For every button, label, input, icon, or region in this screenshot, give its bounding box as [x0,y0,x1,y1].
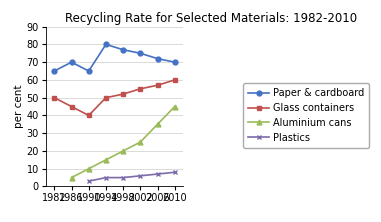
Line: Plastics: Plastics [86,170,177,184]
Paper & cardboard [155,57,160,60]
Glass containers [69,105,74,108]
Paper & cardboard [121,48,125,51]
Glass containers [138,87,142,90]
Line: Glass containers: Glass containers [52,77,177,118]
Aluminium cans [69,176,74,179]
Paper & cardboard [86,70,91,72]
Paper & cardboard [104,43,108,46]
Glass containers [104,96,108,99]
Plastics [104,176,108,179]
Aluminium cans [104,159,108,161]
Y-axis label: per cent: per cent [14,85,24,128]
Paper & cardboard [173,61,177,63]
Glass containers [121,93,125,95]
Aluminium cans [138,141,142,143]
Glass containers [155,84,160,87]
Paper & cardboard [138,52,142,55]
Plastics [155,173,160,175]
Aluminium cans [173,105,177,108]
Line: Paper & cardboard: Paper & cardboard [52,42,177,73]
Glass containers [52,96,57,99]
Plastics [138,174,142,177]
Aluminium cans [155,123,160,126]
Legend: Paper & cardboard, Glass containers, Aluminium cans, Plastics: Paper & cardboard, Glass containers, Alu… [243,83,369,148]
Aluminium cans [121,150,125,152]
Paper & cardboard [69,61,74,63]
Aluminium cans [86,167,91,170]
Paper & cardboard [52,70,57,72]
Title: Recycling Rate for Selected Materials: 1982-2010: Recycling Rate for Selected Materials: 1… [65,12,357,26]
Glass containers [86,114,91,117]
Line: Aluminium cans: Aluminium cans [69,104,177,180]
Glass containers [173,79,177,81]
Plastics [121,176,125,179]
Plastics [86,180,91,182]
Plastics [173,171,177,174]
